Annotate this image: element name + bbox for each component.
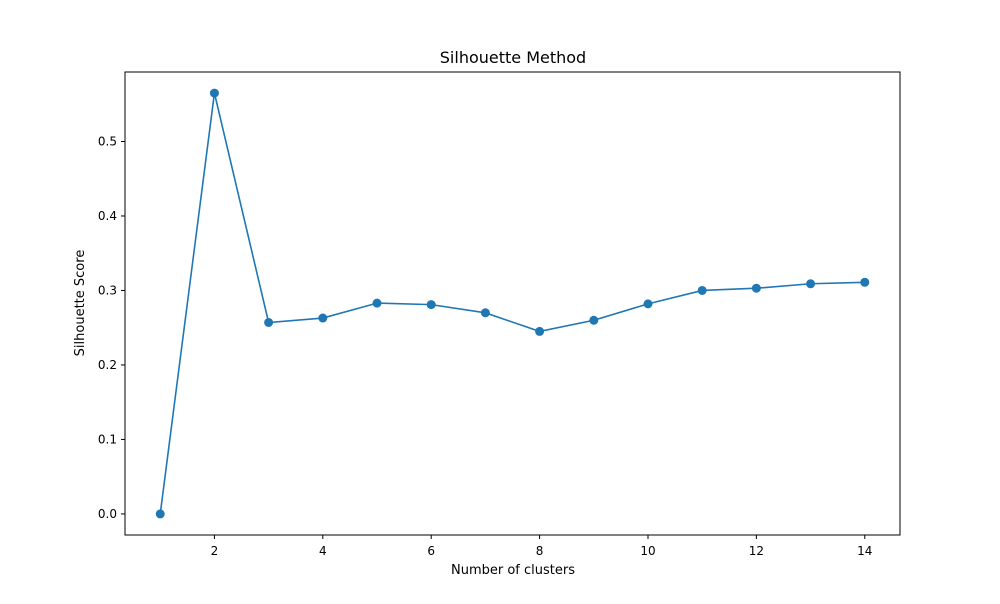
data-point [643, 299, 653, 309]
y-axis-label: Silhouette Score [73, 250, 88, 357]
x-tick-label: 12 [749, 544, 764, 558]
y-tick-label: 0.5 [98, 134, 117, 148]
y-tick-label: 0.2 [98, 358, 117, 372]
data-point [589, 315, 599, 325]
data-point [155, 509, 165, 519]
plot-area: 2 4 6 8 10 12 14 0.0 0.1 0.2 0.3 0.4 0.5 [98, 71, 901, 558]
series-line [159, 92, 865, 515]
data-point [535, 326, 545, 336]
x-tick-label: 10 [640, 544, 655, 558]
x-tick-label: 14 [857, 544, 872, 558]
data-point [318, 313, 328, 323]
data-point [751, 283, 761, 293]
data-point [860, 277, 870, 287]
y-tick-label: 0.0 [98, 507, 117, 521]
x-tick-label: 8 [536, 544, 544, 558]
x-tick-label: 2 [211, 544, 219, 558]
x-axis-label: Number of clusters [451, 563, 575, 578]
x-tick-label: 6 [427, 544, 435, 558]
data-point [264, 317, 274, 327]
data-point [806, 279, 816, 289]
data-point [480, 308, 490, 318]
y-tick-label: 0.4 [98, 209, 117, 223]
data-point [372, 298, 382, 308]
x-tick-label: 4 [319, 544, 327, 558]
data-point [426, 300, 436, 310]
plot-frame [124, 71, 901, 536]
data-point [209, 88, 219, 98]
data-point [697, 285, 707, 295]
y-tick-label: 0.3 [98, 283, 117, 297]
chart-title: Silhouette Method [440, 48, 586, 67]
y-tick-label: 0.1 [98, 432, 117, 446]
